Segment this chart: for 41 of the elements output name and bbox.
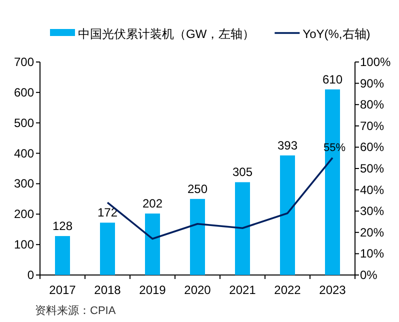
data-label: 393 [277, 138, 298, 152]
bar [190, 198, 205, 275]
y2-tick-label: 60% [360, 140, 384, 154]
y2-tick-label: 40% [360, 182, 384, 197]
bar [145, 214, 160, 275]
y2-tick-label: 90% [360, 76, 384, 90]
y-tick-label: 0 [27, 268, 34, 282]
x-tick-label: 2021 [229, 283, 256, 297]
y2-tick-label: 100% [360, 55, 392, 69]
text: 资料来源：CPIA [35, 304, 116, 317]
x-tick-label: 2020 [184, 283, 212, 297]
bar [100, 222, 115, 275]
y-tick-label: 400 [14, 146, 34, 160]
data-label: 305 [232, 165, 253, 180]
y2-tick-label: 80% [360, 98, 384, 112]
y-tick-label: 300 [14, 176, 34, 191]
bar [280, 155, 295, 275]
x-tick-label: 2017 [49, 283, 76, 297]
legend-label: 中国光伏累计装机（GW，左轴） [78, 27, 255, 41]
y2-tick-label: 10% [360, 246, 384, 261]
x-tick-label: 2022 [274, 283, 302, 297]
legend-label: YoY(%,右轴) [302, 27, 370, 41]
y2-tick-label: 30% [360, 204, 384, 218]
data-label: 128 [52, 219, 73, 234]
y-tick-label: 500 [14, 116, 34, 130]
x-tick-label: 2018 [94, 283, 122, 297]
bar [235, 182, 250, 275]
y-tick-label: 100 [14, 238, 34, 252]
y2-tick-label: 70% [360, 118, 384, 133]
y-tick-label: 600 [14, 85, 34, 100]
bar [55, 236, 70, 275]
data-label: 250 [187, 182, 208, 196]
y-tick-label: 200 [14, 207, 34, 222]
data-label: 202 [142, 196, 163, 211]
y2-tick-label: 0% [360, 268, 378, 282]
y2-tick-label: 20% [360, 225, 384, 240]
x-tick-label: 2023 [319, 283, 346, 297]
x-tick-label: 2019 [139, 283, 166, 297]
y-tick-label: 700 [14, 55, 34, 69]
y2-tick-label: 50% [360, 162, 384, 176]
data-label: 610 [322, 72, 343, 86]
